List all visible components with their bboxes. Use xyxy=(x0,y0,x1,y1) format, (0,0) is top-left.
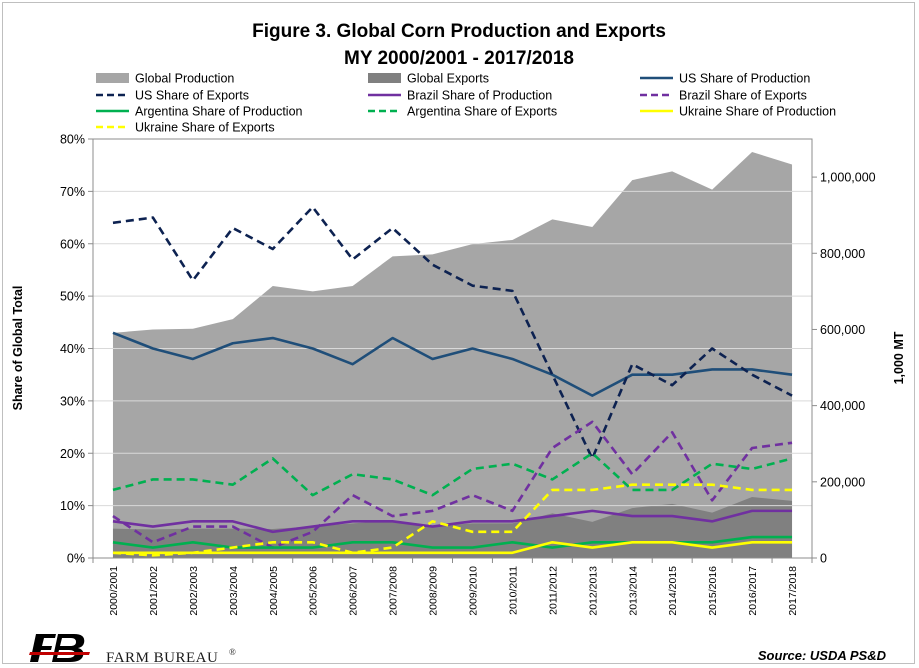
y2-tick-label: 400,000 xyxy=(820,399,865,413)
y-tick-label: 80% xyxy=(60,133,85,147)
legend-item-brazil-share-of-exports: Brazil Share of Exports xyxy=(640,89,807,103)
source-note: Source: USDA PS&D xyxy=(758,648,887,663)
legend-label: Ukraine Share of Production xyxy=(679,105,836,119)
y2-axis-label: 1,000 MT xyxy=(892,331,906,384)
x-tick-label: 2000/2001 xyxy=(108,566,120,616)
x-tick-label: 2006/2007 xyxy=(348,566,360,616)
chart-subtitle: MY 2000/2001 - 2017/2018 xyxy=(344,48,574,69)
legend-swatch xyxy=(368,73,401,83)
y-tick-label: 30% xyxy=(60,394,85,408)
x-tick-label: 2015/2016 xyxy=(707,566,719,616)
y-tick-label: 60% xyxy=(60,237,85,251)
y-tick-label: 10% xyxy=(60,499,85,513)
line-us-share-of-production xyxy=(112,331,793,397)
line-ukraine-share-of-production xyxy=(112,540,793,555)
x-tick-label: 2008/2009 xyxy=(428,566,440,616)
chart-title: Figure 3. Global Corn Production and Exp… xyxy=(252,21,666,42)
x-tick-label: 2009/2010 xyxy=(467,566,479,616)
y-axis-label: Share of Global Total xyxy=(11,286,25,411)
plot-area: 0% 10% 20% 30% 40% 50% 60% 70% 80% 0 200,000 400,00… xyxy=(60,133,876,616)
x-tick-label: 2013/2014 xyxy=(627,566,639,616)
legend-item-global-production: Global Production xyxy=(96,72,234,86)
x-tick-label: 2016/2017 xyxy=(747,566,759,616)
legend-label: Ukraine Share of Exports xyxy=(135,121,275,135)
y2-tick-label: 1,000,000 xyxy=(820,171,876,185)
y-tick-label: 70% xyxy=(60,185,85,199)
y2-tick-label: 600,000 xyxy=(820,323,865,337)
legend-label: Argentina Share of Production xyxy=(135,105,303,119)
legend-label: Argentina Share of Exports xyxy=(407,105,557,119)
x-tick-label: 2017/2018 xyxy=(787,566,799,616)
y-tick-label: 0% xyxy=(67,552,85,566)
x-tick-label: 2012/2013 xyxy=(587,566,599,616)
brand-name: FARM BUREAU xyxy=(106,650,218,666)
farm-bureau-logo: FARM BUREAU ® xyxy=(29,634,236,666)
legend-item-us-share-of-production: US Share of Production xyxy=(640,72,810,86)
legend-swatch xyxy=(96,73,129,83)
line-us-share-of-exports xyxy=(112,205,793,460)
y-tick-label: 40% xyxy=(60,342,85,356)
legend-item-argentina-share-of-production: Argentina Share of Production xyxy=(96,105,303,119)
x-tick-label: 2014/2015 xyxy=(667,566,679,616)
y-tick-label: 50% xyxy=(60,290,85,304)
y2-tick-label: 200,000 xyxy=(820,475,865,489)
legend-item-ukraine-share-of-exports: Ukraine Share of Exports xyxy=(96,121,275,135)
line-brazil-share-of-production xyxy=(112,509,793,534)
x-tick-label: 2001/2002 xyxy=(148,566,160,616)
x-tick-label: 2005/2006 xyxy=(308,566,320,616)
y-tick-label: 20% xyxy=(60,447,85,461)
line-layer xyxy=(112,205,793,557)
legend-label: Brazil Share of Production xyxy=(407,89,552,103)
legend-item-global-exports: Global Exports xyxy=(368,72,489,86)
legend-item-argentina-share-of-exports: Argentina Share of Exports xyxy=(368,105,557,119)
legend-item-us-share-of-exports: US Share of Exports xyxy=(96,89,249,103)
legend-item-ukraine-share-of-production: Ukraine Share of Production xyxy=(640,105,836,119)
legend-label: Global Exports xyxy=(407,72,489,86)
y2-tick-label: 800,000 xyxy=(820,247,865,261)
legend-item-brazil-share-of-production: Brazil Share of Production xyxy=(368,89,552,103)
legend: Global Production Global Exports US Share … xyxy=(96,72,836,135)
axes: 0% 10% 20% 30% 40% 50% 60% 70% 80% 0 200,000 400,00… xyxy=(60,133,876,616)
fb-logo-icon xyxy=(29,634,90,662)
legend-label: US Share of Production xyxy=(679,72,810,86)
x-tick-label: 2004/2005 xyxy=(268,566,280,616)
x-tick-label: 2003/2004 xyxy=(228,566,240,616)
x-tick-label: 2002/2003 xyxy=(188,566,200,616)
brand-registered-mark: ® xyxy=(229,647,236,657)
x-tick-label: 2011/2012 xyxy=(547,566,559,615)
legend-label: Brazil Share of Exports xyxy=(679,89,807,103)
x-tick-label: 2010/2011 xyxy=(507,566,519,615)
x-tick-label: 2007/2008 xyxy=(388,566,400,616)
legend-label: Global Production xyxy=(135,72,234,86)
line-brazil-share-of-exports xyxy=(112,420,793,549)
legend-label: US Share of Exports xyxy=(135,89,249,103)
y2-tick-label: 0 xyxy=(820,552,827,566)
